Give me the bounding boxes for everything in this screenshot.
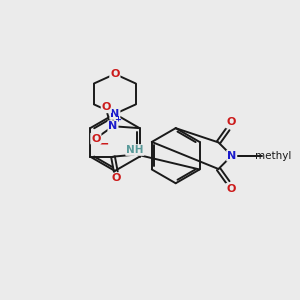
Text: methyl: methyl xyxy=(256,151,292,161)
Text: O: O xyxy=(226,184,236,194)
Text: −: − xyxy=(98,138,109,151)
Text: NH: NH xyxy=(126,145,144,155)
Text: N: N xyxy=(227,151,236,161)
Text: N: N xyxy=(108,121,118,131)
Text: O: O xyxy=(110,69,120,79)
Text: O: O xyxy=(102,102,111,112)
Text: O: O xyxy=(111,173,121,184)
Text: O: O xyxy=(226,118,236,128)
Text: O: O xyxy=(91,134,101,144)
Text: N: N xyxy=(110,109,119,119)
Text: +: + xyxy=(114,115,121,124)
